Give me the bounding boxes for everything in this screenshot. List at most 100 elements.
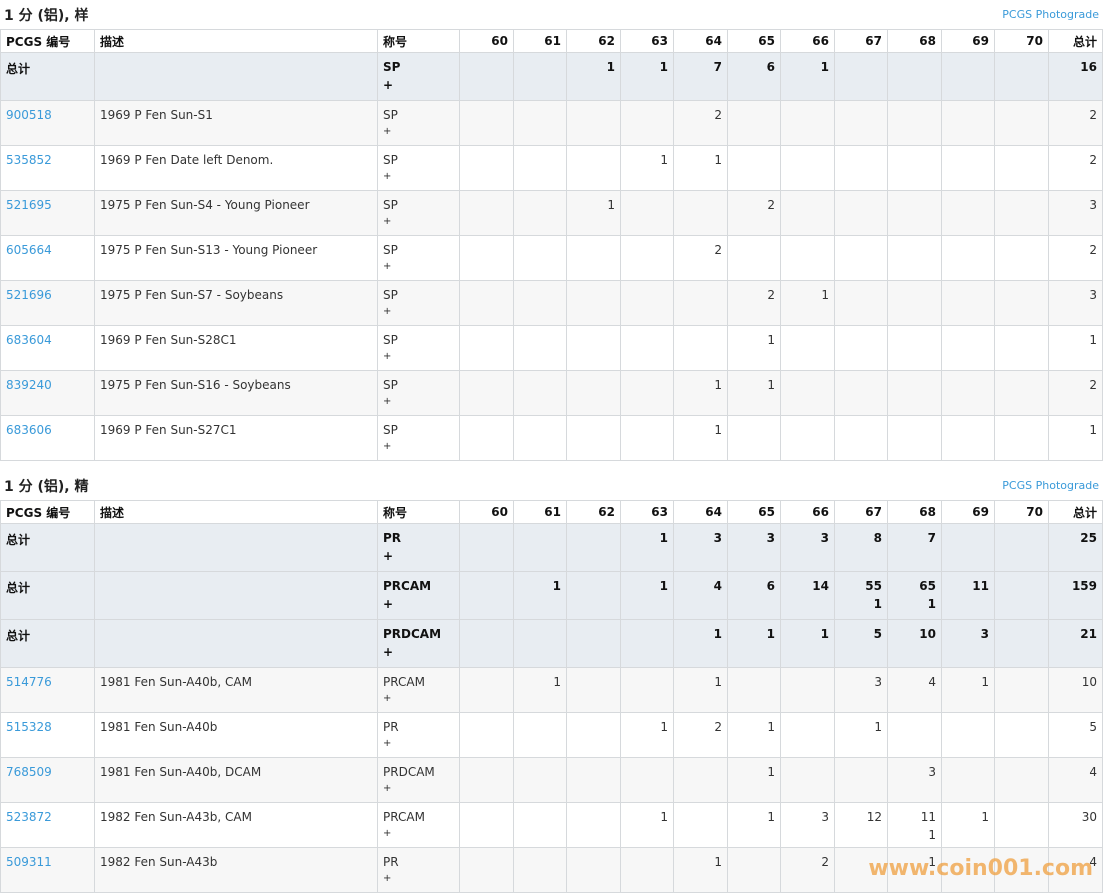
pcgs-number-text: 总计	[6, 533, 31, 547]
pcgs-link[interactable]: 900518	[6, 108, 52, 122]
column-header: 62	[566, 500, 621, 524]
pcgs-link[interactable]: 523872	[6, 810, 52, 824]
grade-count: 1	[834, 712, 888, 758]
grade-count	[941, 415, 995, 461]
pcgs-link[interactable]: 605664	[6, 243, 52, 257]
designation-text: SP	[383, 108, 398, 122]
designation-text: PRDCAM	[383, 627, 442, 641]
grade-count-value: 1	[552, 579, 561, 593]
column-header: 称号	[377, 500, 460, 524]
row-total: 3	[1048, 190, 1103, 236]
column-header: 61	[513, 29, 567, 53]
grade-count-value: 3	[820, 531, 829, 545]
pcgs-link[interactable]: 514776	[6, 675, 52, 689]
grade-count	[459, 757, 514, 803]
plus-grade: +	[383, 693, 392, 704]
pcgs-number-text: 523872	[6, 804, 89, 824]
designation: PRCAM +	[377, 802, 460, 848]
photograde-link[interactable]: PCGS Photograde	[1002, 8, 1099, 21]
header-row: PCGS 编号 描述 称号 60 61 62 63 64 65 66 67 68 69 70 总计	[0, 29, 1103, 53]
designation-text: PR	[383, 531, 402, 545]
column-header: 描述	[94, 29, 378, 53]
description-text: 1969 P Fen Sun-S1	[100, 108, 213, 122]
grade-count	[620, 415, 674, 461]
grade-count	[994, 100, 1049, 146]
grade-count	[834, 370, 888, 416]
grade-count	[513, 145, 567, 191]
grade-count-value: 2	[767, 288, 775, 302]
column-header: 60	[459, 500, 514, 524]
grade-count-value: 1	[659, 60, 668, 74]
grade-count	[513, 712, 567, 758]
grade-count-value: 1	[714, 855, 722, 869]
photograde-link[interactable]: PCGS Photograde	[1002, 479, 1099, 492]
row-total: 3	[1048, 280, 1103, 326]
grade-count	[566, 847, 621, 893]
pcgs-link[interactable]: 535852	[6, 153, 52, 167]
description-text: 1982 Fen Sun-A43b	[100, 855, 218, 869]
designation-text: SP	[383, 153, 398, 167]
grade-count	[834, 190, 888, 236]
column-header: PCGS 编号	[0, 29, 95, 53]
pcgs-number: 509311	[0, 847, 95, 893]
grade-count	[566, 415, 621, 461]
grade-count: 3	[834, 667, 888, 713]
designation: PRCAM +	[377, 667, 460, 713]
pcgs-link[interactable]: 521696	[6, 288, 52, 302]
pcgs-link[interactable]: 683604	[6, 333, 52, 347]
grade-count-value: 6	[766, 579, 775, 593]
designation-text: SP	[383, 423, 398, 437]
grade-count-value: 1	[767, 765, 775, 779]
pcgs-number-text: 535852	[6, 147, 89, 167]
plus-grade: +	[383, 78, 394, 92]
column-header: 70	[994, 29, 1049, 53]
row-total-value: 2	[1089, 108, 1097, 122]
grade-count	[620, 757, 674, 803]
grade-count	[994, 712, 1049, 758]
grade-count	[834, 235, 888, 281]
pcgs-link[interactable]: 683606	[6, 423, 52, 437]
grade-count	[459, 415, 514, 461]
pcgs-link[interactable]: 509311	[6, 855, 52, 869]
grade-count-value: 1	[928, 855, 936, 869]
column-header: 68	[887, 29, 942, 53]
grade-count: 1	[727, 325, 781, 371]
grade-count: 3	[887, 757, 942, 803]
pcgs-number-text: 900518	[6, 102, 89, 122]
grade-count-value: 1	[767, 810, 775, 824]
grade-count	[459, 145, 514, 191]
pcgs-link[interactable]: 839240	[6, 378, 52, 392]
designation: SP +	[377, 325, 460, 371]
pcgs-number: 521695	[0, 190, 95, 236]
plus-grade: +	[383, 306, 392, 317]
pcgs-link[interactable]: 515328	[6, 720, 52, 734]
grade-count: 1	[566, 52, 621, 101]
grade-count	[727, 847, 781, 893]
grade-count: 1	[673, 370, 728, 416]
grade-count	[513, 847, 567, 893]
grade-count	[620, 280, 674, 326]
grade-count	[566, 280, 621, 326]
grade-count-value: 1	[767, 720, 775, 734]
row-total-value: 4	[1089, 855, 1097, 869]
grade-count	[994, 667, 1049, 713]
grade-count	[673, 757, 728, 803]
designation-text: PR	[383, 720, 399, 734]
grade-count	[780, 100, 835, 146]
grade-count: 1	[727, 757, 781, 803]
grade-count: 1	[673, 619, 728, 668]
row-total: 16	[1048, 52, 1103, 101]
column-header: 68	[887, 500, 942, 524]
grade-count: 11 1	[887, 802, 942, 848]
grade-count	[994, 523, 1049, 572]
coin-row: 900518 1969 P Fen Sun-S1 SP +2 2	[0, 100, 1103, 146]
column-header: 61	[513, 500, 567, 524]
grade-count-value: 1	[767, 333, 775, 347]
column-header: 66	[780, 29, 835, 53]
plus-grade: +	[383, 396, 392, 407]
description: 1969 P Fen Sun-S27C1	[94, 415, 378, 461]
pcgs-link[interactable]: 521695	[6, 198, 52, 212]
grade-count-value: 5	[873, 627, 882, 641]
section-header: 1 分 (铝), 样 PCGS Photograde	[0, 0, 1105, 29]
pcgs-link[interactable]: 768509	[6, 765, 52, 779]
